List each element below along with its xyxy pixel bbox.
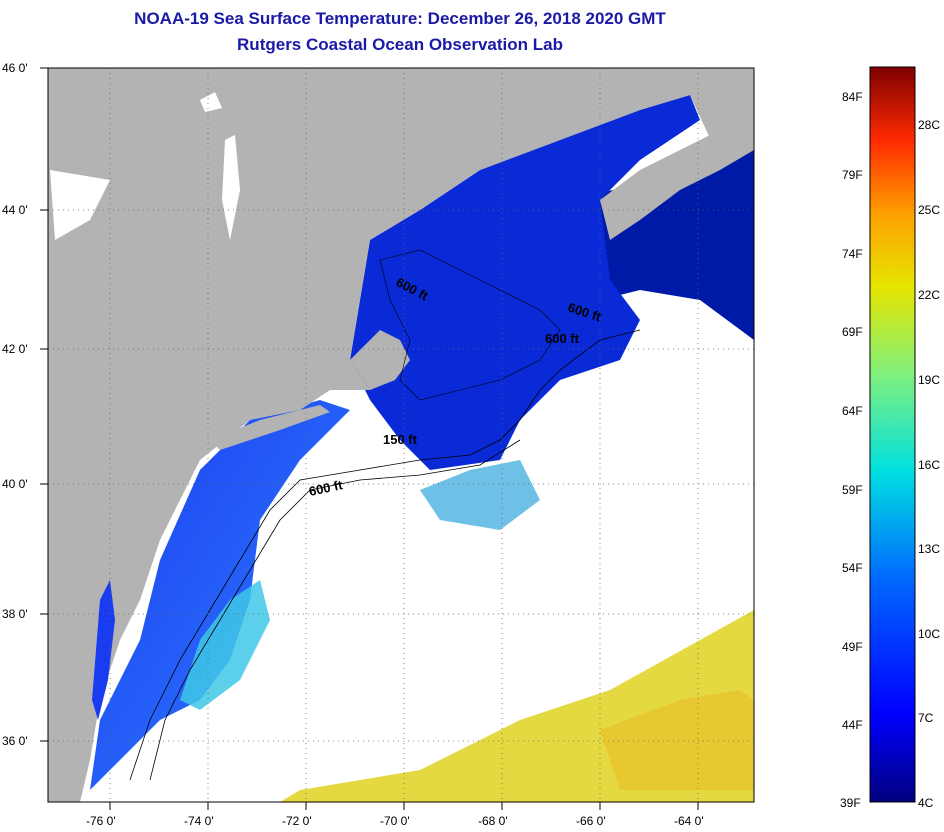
lat-label: 38 0': [2, 607, 28, 621]
colorbar-f-label: 39F: [840, 796, 861, 810]
lon-label: -66 0': [576, 814, 606, 828]
colorbar-c-label: 19C: [918, 373, 941, 387]
warm-water-patch: [600, 690, 754, 790]
colorbar-c-label: 4C: [918, 796, 934, 810]
land-nova-scotia: [600, 118, 754, 240]
colorbar-c-label: 25C: [918, 203, 941, 217]
contour-label: 600 ft: [308, 477, 345, 499]
colorbar-c-label: 22C: [918, 288, 941, 302]
lat-label: 46 0': [2, 61, 28, 75]
axis-ticks: [40, 67, 699, 810]
lon-label: -72 0': [282, 814, 312, 828]
colorbar-f-label: 64F: [842, 404, 863, 418]
colorbar: [869, 66, 916, 803]
lat-label: 40 0': [2, 477, 28, 491]
colorbar-c-label: 28C: [918, 118, 941, 132]
contour-label: 150 ft: [383, 432, 418, 447]
slope-water: [420, 460, 540, 530]
colorbar-c-label: 13C: [918, 542, 941, 556]
chesapeake-bay: [92, 580, 115, 720]
lat-label: 36 0': [2, 734, 28, 748]
colorbar-f-label: 59F: [842, 483, 863, 497]
colorbar-f-label: 44F: [842, 718, 863, 732]
lat-label: 42 0': [2, 342, 28, 356]
colorbar-c-label: 10C: [918, 627, 941, 641]
contour-line: [149, 439, 521, 781]
colorbar-f-label: 69F: [842, 325, 863, 339]
gulf-of-maine-water: [350, 95, 700, 470]
contour-line: [379, 249, 561, 401]
colorbar-c-label: 16C: [918, 458, 941, 472]
cyan-water-plume: [180, 580, 270, 710]
lon-label: -74 0': [184, 814, 214, 828]
land-cape-cod: [350, 330, 410, 390]
lon-label: -76 0': [86, 814, 116, 828]
colorbar-f-label: 84F: [842, 90, 863, 104]
map-subtitle: Rutgers Coastal Ocean Observation Lab: [237, 35, 563, 54]
contour-label: 600 ft: [545, 331, 580, 346]
colorbar-f-label: 74F: [842, 247, 863, 261]
land-long-island: [210, 405, 330, 450]
colorbar-f-label: 49F: [842, 640, 863, 654]
inland-lake: [50, 170, 110, 240]
inland-lake: [222, 135, 240, 240]
lon-label: -70 0': [380, 814, 410, 828]
contour-line: [129, 329, 641, 781]
mid-atlantic-shelf-water: [90, 400, 350, 790]
inland-lake: [200, 92, 222, 112]
map-title: NOAA-19 Sea Surface Temperature: Decembe…: [134, 9, 666, 28]
colorbar-f-label: 79F: [842, 168, 863, 182]
land-mainland: [48, 68, 754, 802]
plot-frame: [47, 67, 755, 803]
lat-label: 44 0': [2, 203, 28, 217]
lon-label: -64 0': [674, 814, 704, 828]
lon-label: -68 0': [478, 814, 508, 828]
colorbar-f-label: 54F: [842, 561, 863, 575]
colorbar-c-label: 7C: [918, 711, 934, 725]
